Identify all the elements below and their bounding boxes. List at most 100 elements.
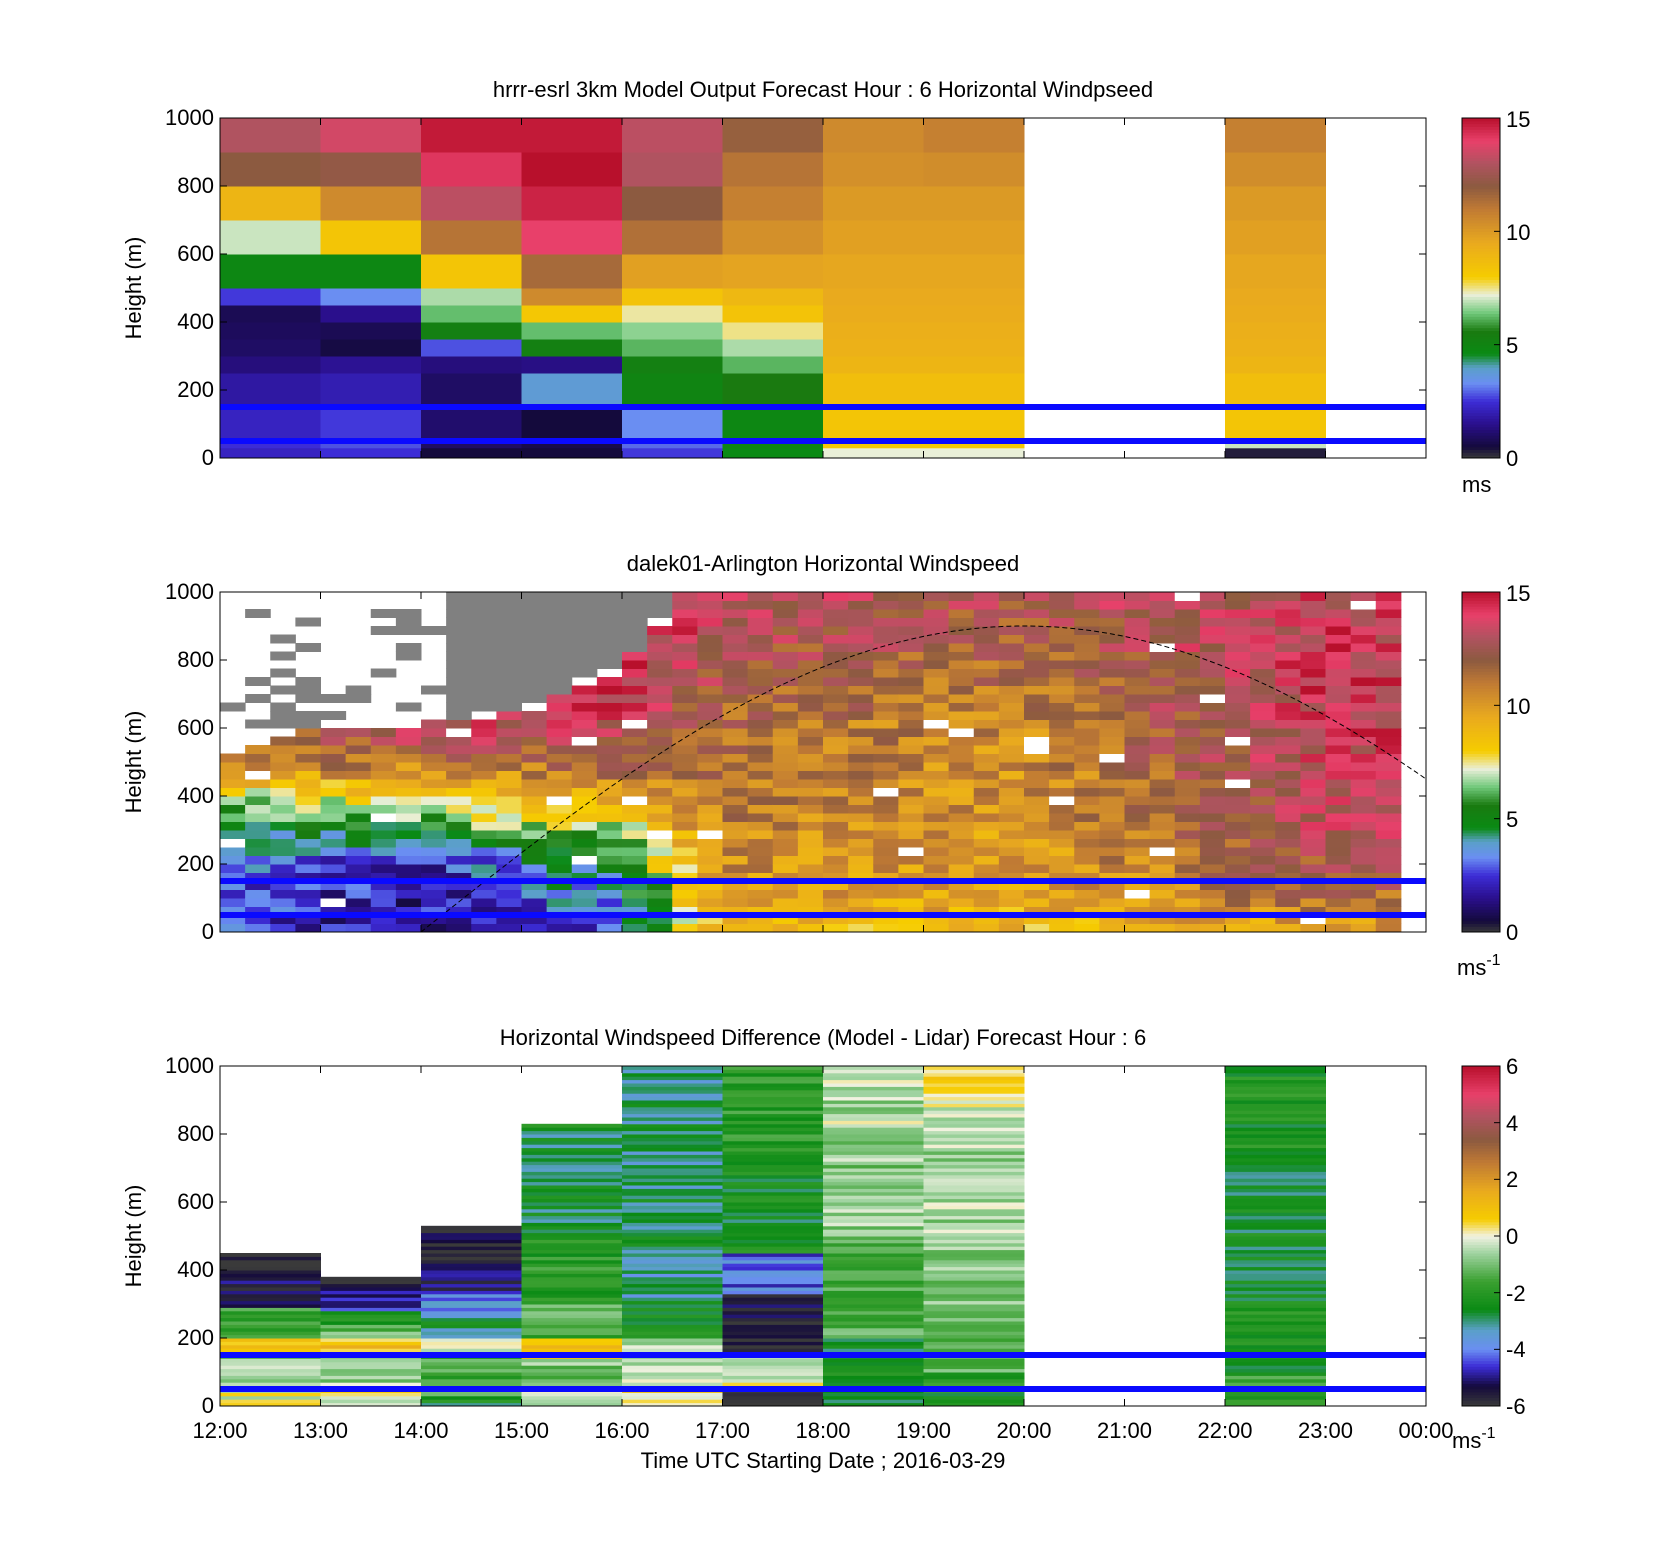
panel-difference: Horizontal Windspeed Difference (Model -… — [121, 1025, 1526, 1473]
heatmap-cell — [1250, 770, 1276, 780]
heatmap-cell — [923, 1100, 1025, 1104]
heatmap-cell — [1174, 600, 1201, 610]
heatmap-cell — [1225, 1134, 1326, 1138]
heatmap-cell — [421, 1331, 522, 1336]
heatmap-cell — [421, 1246, 522, 1251]
heatmap-cell — [521, 1161, 623, 1166]
heatmap-cell — [370, 864, 397, 873]
colorbar-tick-marks — [1494, 591, 1500, 933]
colorbar-swatch — [1462, 906, 1500, 910]
colorbar-tick-marks — [1494, 1065, 1500, 1407]
heatmap-cell — [823, 651, 849, 661]
heatmap-cell — [496, 677, 522, 686]
colorbar-swatch — [1462, 662, 1500, 667]
heatmap-cell — [873, 668, 899, 678]
heatmap-cell — [521, 1395, 623, 1400]
heatmap-cell — [622, 719, 648, 729]
heatmap-cell — [1350, 702, 1377, 712]
heatmap-cell — [1225, 1236, 1326, 1240]
heatmap-cell — [295, 881, 321, 890]
heatmap-cell — [1225, 1066, 1326, 1070]
heatmap-cell — [1199, 736, 1226, 746]
heatmap-cell — [1074, 813, 1100, 822]
heatmap-cell — [1174, 626, 1201, 635]
colorbar-swatch — [1462, 682, 1500, 686]
heatmap-cell — [1024, 677, 1050, 686]
heatmap-cell — [1199, 813, 1226, 822]
heatmap-cell — [1049, 634, 1075, 644]
heatmap-cell — [1049, 855, 1075, 865]
heatmap-cell — [1225, 702, 1251, 712]
heatmap-cell — [1300, 626, 1326, 635]
heatmap-cell — [923, 1266, 1025, 1271]
heatmap-cell — [1275, 796, 1301, 805]
heatmap-cell — [1275, 634, 1301, 644]
heatmap-cell — [1300, 915, 1326, 924]
heatmap-cell — [1225, 1137, 1326, 1142]
heatmap-cell — [722, 1198, 824, 1203]
heatmap-cell — [948, 915, 975, 924]
heatmap-cell — [823, 1368, 924, 1373]
heatmap-cell — [647, 830, 673, 839]
heatmap-cell — [923, 1256, 1025, 1261]
heatmap-cell — [898, 855, 924, 865]
heatmap-cell — [1074, 906, 1100, 916]
heatmap-cell — [320, 1365, 422, 1370]
heatmap-cell — [521, 1246, 623, 1251]
heatmap-cell — [722, 1304, 824, 1308]
heatmap-cell — [848, 600, 874, 610]
heatmap-cell — [546, 668, 573, 678]
heatmap-cell — [446, 719, 472, 729]
heatmap-cell — [596, 804, 623, 814]
heatmap-cell — [220, 447, 321, 458]
heatmap-cell — [923, 872, 950, 882]
heatmap-cell — [823, 1304, 924, 1308]
heatmap-cell — [973, 872, 1000, 882]
heatmap-cell — [923, 1324, 1025, 1329]
heatmap-cell — [622, 1236, 723, 1240]
heatmap-cell — [722, 1361, 824, 1366]
heatmap-cell — [521, 186, 623, 221]
heatmap-cell — [647, 855, 673, 865]
heatmap-cell — [546, 677, 573, 686]
heatmap-cell — [421, 1372, 522, 1376]
colorbar-swatch — [1462, 205, 1500, 210]
heatmap-cell — [898, 609, 924, 618]
heatmap-cell — [923, 1399, 1025, 1404]
heatmap-cell — [1024, 634, 1050, 644]
colorbar-unit: ms — [1462, 472, 1491, 497]
heatmap-cell — [1099, 685, 1125, 695]
colorbar-swatch — [1462, 441, 1500, 445]
heatmap-cell — [823, 1341, 924, 1346]
heatmap-cell — [1174, 906, 1201, 916]
heatmap-cell — [898, 592, 924, 601]
heatmap-cell — [1099, 728, 1125, 737]
colorbar-swatch — [1462, 1241, 1500, 1245]
axis-tick-marks — [219, 117, 1427, 459]
heatmap-cell — [446, 830, 472, 839]
heatmap-cell — [1124, 881, 1151, 890]
colorbar-swatch — [1462, 217, 1500, 221]
heatmap-cell — [1375, 889, 1402, 899]
colorbar-swatch — [1462, 1230, 1500, 1234]
heatmap-cell — [923, 668, 950, 678]
heatmap-cell — [1375, 915, 1402, 924]
heatmap-cell — [471, 762, 497, 771]
heatmap-cell — [270, 855, 296, 865]
heatmap-cell — [722, 762, 749, 771]
heatmap-cell — [622, 617, 648, 627]
heatmap-cell — [672, 787, 698, 797]
heatmap-cell — [345, 745, 372, 754]
heatmap-cell — [722, 728, 749, 737]
heatmap-cell — [672, 838, 698, 848]
heatmap-cell — [421, 1290, 522, 1295]
heatmap-cell — [973, 626, 1000, 635]
heatmap-cell — [998, 719, 1025, 729]
heatmap-cell — [571, 864, 598, 873]
heatmap-cell — [1049, 779, 1075, 788]
colorbar-swatch — [1462, 847, 1500, 851]
heatmap-cell — [1074, 762, 1100, 771]
heatmap-cell — [1225, 617, 1251, 627]
heatmap-cell — [421, 821, 447, 831]
heatmap-cell — [596, 711, 623, 720]
